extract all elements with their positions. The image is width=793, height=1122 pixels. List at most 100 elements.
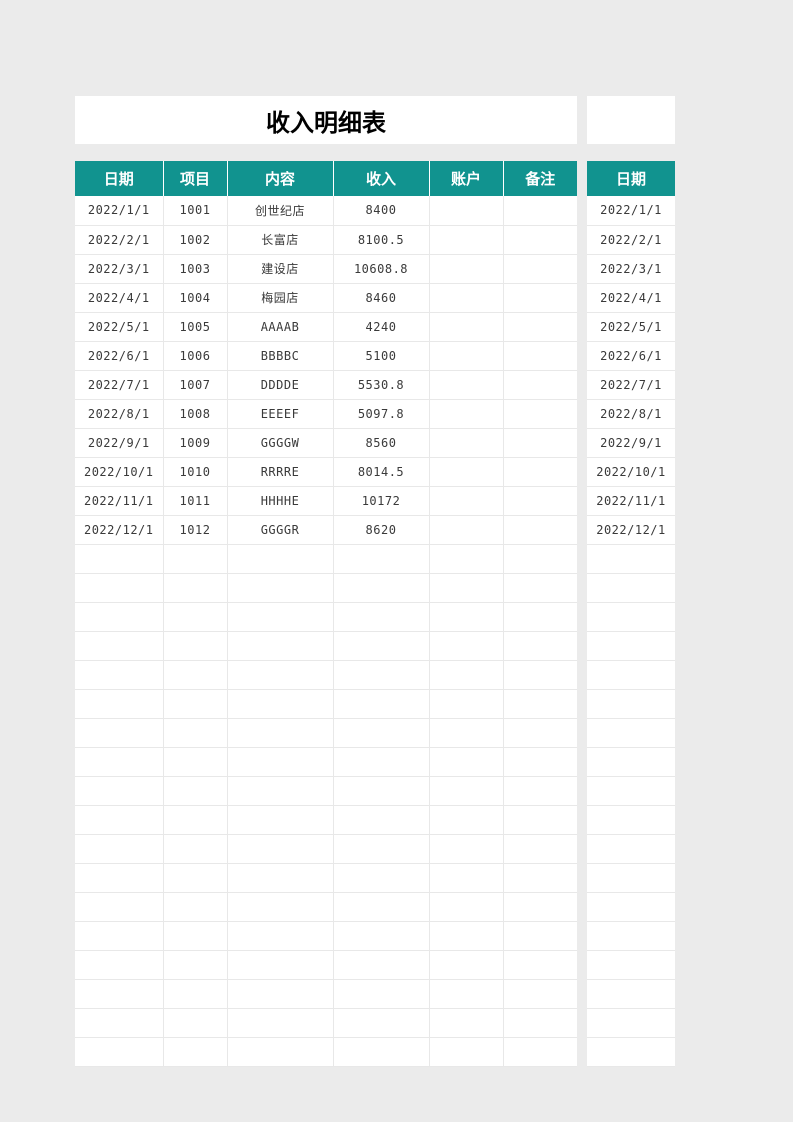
table-cell: GGGGR xyxy=(227,515,333,544)
table-cell-empty xyxy=(429,921,503,950)
table-cell-empty xyxy=(75,602,163,631)
table-cell: 1003 xyxy=(163,254,227,283)
table-cell-empty xyxy=(503,602,577,631)
table-cell-empty xyxy=(163,979,227,1008)
table-cell-empty xyxy=(587,892,675,921)
table-cell-empty xyxy=(429,718,503,747)
table-cell: 2022/2/1 xyxy=(75,225,163,254)
table-cell: 1002 xyxy=(163,225,227,254)
table-cell-empty xyxy=(75,544,163,573)
table-row-empty xyxy=(587,805,675,834)
table-cell xyxy=(503,486,577,515)
table-cell-empty xyxy=(333,1037,429,1066)
table-cell-empty xyxy=(227,834,333,863)
table-cell-empty xyxy=(429,892,503,921)
table-cell-empty xyxy=(227,979,333,1008)
table-cell: 2022/10/1 xyxy=(75,457,163,486)
table-row-empty xyxy=(587,660,675,689)
table-cell xyxy=(503,312,577,341)
table-cell-empty xyxy=(227,921,333,950)
table-row-empty xyxy=(587,921,675,950)
table-row-empty xyxy=(587,863,675,892)
table-cell-empty xyxy=(333,573,429,602)
table-cell-empty xyxy=(503,747,577,776)
table-cell-empty xyxy=(503,544,577,573)
table-cell-empty xyxy=(587,921,675,950)
income-table: 日期 项目 内容 收入 账户 备注 2022/1/11001创世纪店840020… xyxy=(75,161,577,1067)
table-cell-empty xyxy=(429,544,503,573)
table-cell-empty xyxy=(163,718,227,747)
table-cell-empty xyxy=(429,631,503,660)
table-cell xyxy=(429,370,503,399)
table-cell-empty xyxy=(75,950,163,979)
table-cell-empty xyxy=(75,892,163,921)
table-row-empty xyxy=(75,631,577,660)
table-cell xyxy=(429,254,503,283)
table-cell: 8620 xyxy=(333,515,429,544)
aux-table-container: 日期 2022/1/12022/2/12022/3/12022/4/12022/… xyxy=(587,96,675,1067)
table-cell: 2022/6/1 xyxy=(75,341,163,370)
table-cell-empty xyxy=(503,573,577,602)
table-cell xyxy=(429,225,503,254)
table-cell-empty xyxy=(333,979,429,1008)
table-cell: 2022/12/1 xyxy=(75,515,163,544)
table-row: 2022/1/11001创世纪店8400 xyxy=(75,196,577,225)
table-cell: 2022/5/1 xyxy=(587,312,675,341)
table-row-empty xyxy=(75,776,577,805)
table-cell-empty xyxy=(503,892,577,921)
table-cell: 2022/8/1 xyxy=(587,399,675,428)
table-cell-empty xyxy=(163,1008,227,1037)
table-cell xyxy=(429,399,503,428)
table-row-empty xyxy=(75,950,577,979)
table-cell-empty xyxy=(503,950,577,979)
table-cell-empty xyxy=(429,660,503,689)
table-cell: 2022/11/1 xyxy=(587,486,675,515)
table-cell-empty xyxy=(503,1008,577,1037)
table-cell-empty xyxy=(503,979,577,1008)
table-cell-empty xyxy=(227,1008,333,1037)
table-row: 2022/12/11012GGGGR8620 xyxy=(75,515,577,544)
table-row: 2022/4/11004梅园店8460 xyxy=(75,283,577,312)
table-cell-empty xyxy=(587,544,675,573)
table-cell-empty xyxy=(163,602,227,631)
aux-table-body: 2022/1/12022/2/12022/3/12022/4/12022/5/1… xyxy=(587,196,675,1066)
table-row-empty xyxy=(587,689,675,718)
table-cell-empty xyxy=(503,718,577,747)
table-cell-empty xyxy=(503,776,577,805)
table-cell: 2022/9/1 xyxy=(587,428,675,457)
table-cell-empty xyxy=(587,863,675,892)
table-cell xyxy=(429,312,503,341)
table-cell: 2022/3/1 xyxy=(587,254,675,283)
table-cell-empty xyxy=(163,950,227,979)
table-cell-empty xyxy=(75,776,163,805)
table-cell-empty xyxy=(75,718,163,747)
table-cell-empty xyxy=(333,776,429,805)
table-cell: 8400 xyxy=(333,196,429,225)
table-cell: 长富店 xyxy=(227,225,333,254)
table-cell: 5100 xyxy=(333,341,429,370)
table-cell xyxy=(503,457,577,486)
table-cell: 2022/1/1 xyxy=(75,196,163,225)
table-row: 2022/6/11006BBBBC5100 xyxy=(75,341,577,370)
table-cell: DDDDE xyxy=(227,370,333,399)
table-cell-empty xyxy=(333,747,429,776)
table-cell-empty xyxy=(333,921,429,950)
table-cell-empty xyxy=(429,1008,503,1037)
table-row: 2022/10/11010RRRRE8014.5 xyxy=(75,457,577,486)
col-header-date: 日期 xyxy=(75,161,163,196)
table-cell-empty xyxy=(227,892,333,921)
table-cell xyxy=(429,428,503,457)
table-cell: 8100.5 xyxy=(333,225,429,254)
table-cell-empty xyxy=(75,1037,163,1066)
table-cell: 10608.8 xyxy=(333,254,429,283)
table-row: 2022/11/1 xyxy=(587,486,675,515)
table-cell-empty xyxy=(163,747,227,776)
table-cell-empty xyxy=(163,776,227,805)
table-cell xyxy=(503,283,577,312)
table-cell: 8560 xyxy=(333,428,429,457)
table-row-empty xyxy=(587,573,675,602)
table-cell: 2022/8/1 xyxy=(75,399,163,428)
table-cell: 1004 xyxy=(163,283,227,312)
table-cell-empty xyxy=(333,660,429,689)
table-cell: 1001 xyxy=(163,196,227,225)
